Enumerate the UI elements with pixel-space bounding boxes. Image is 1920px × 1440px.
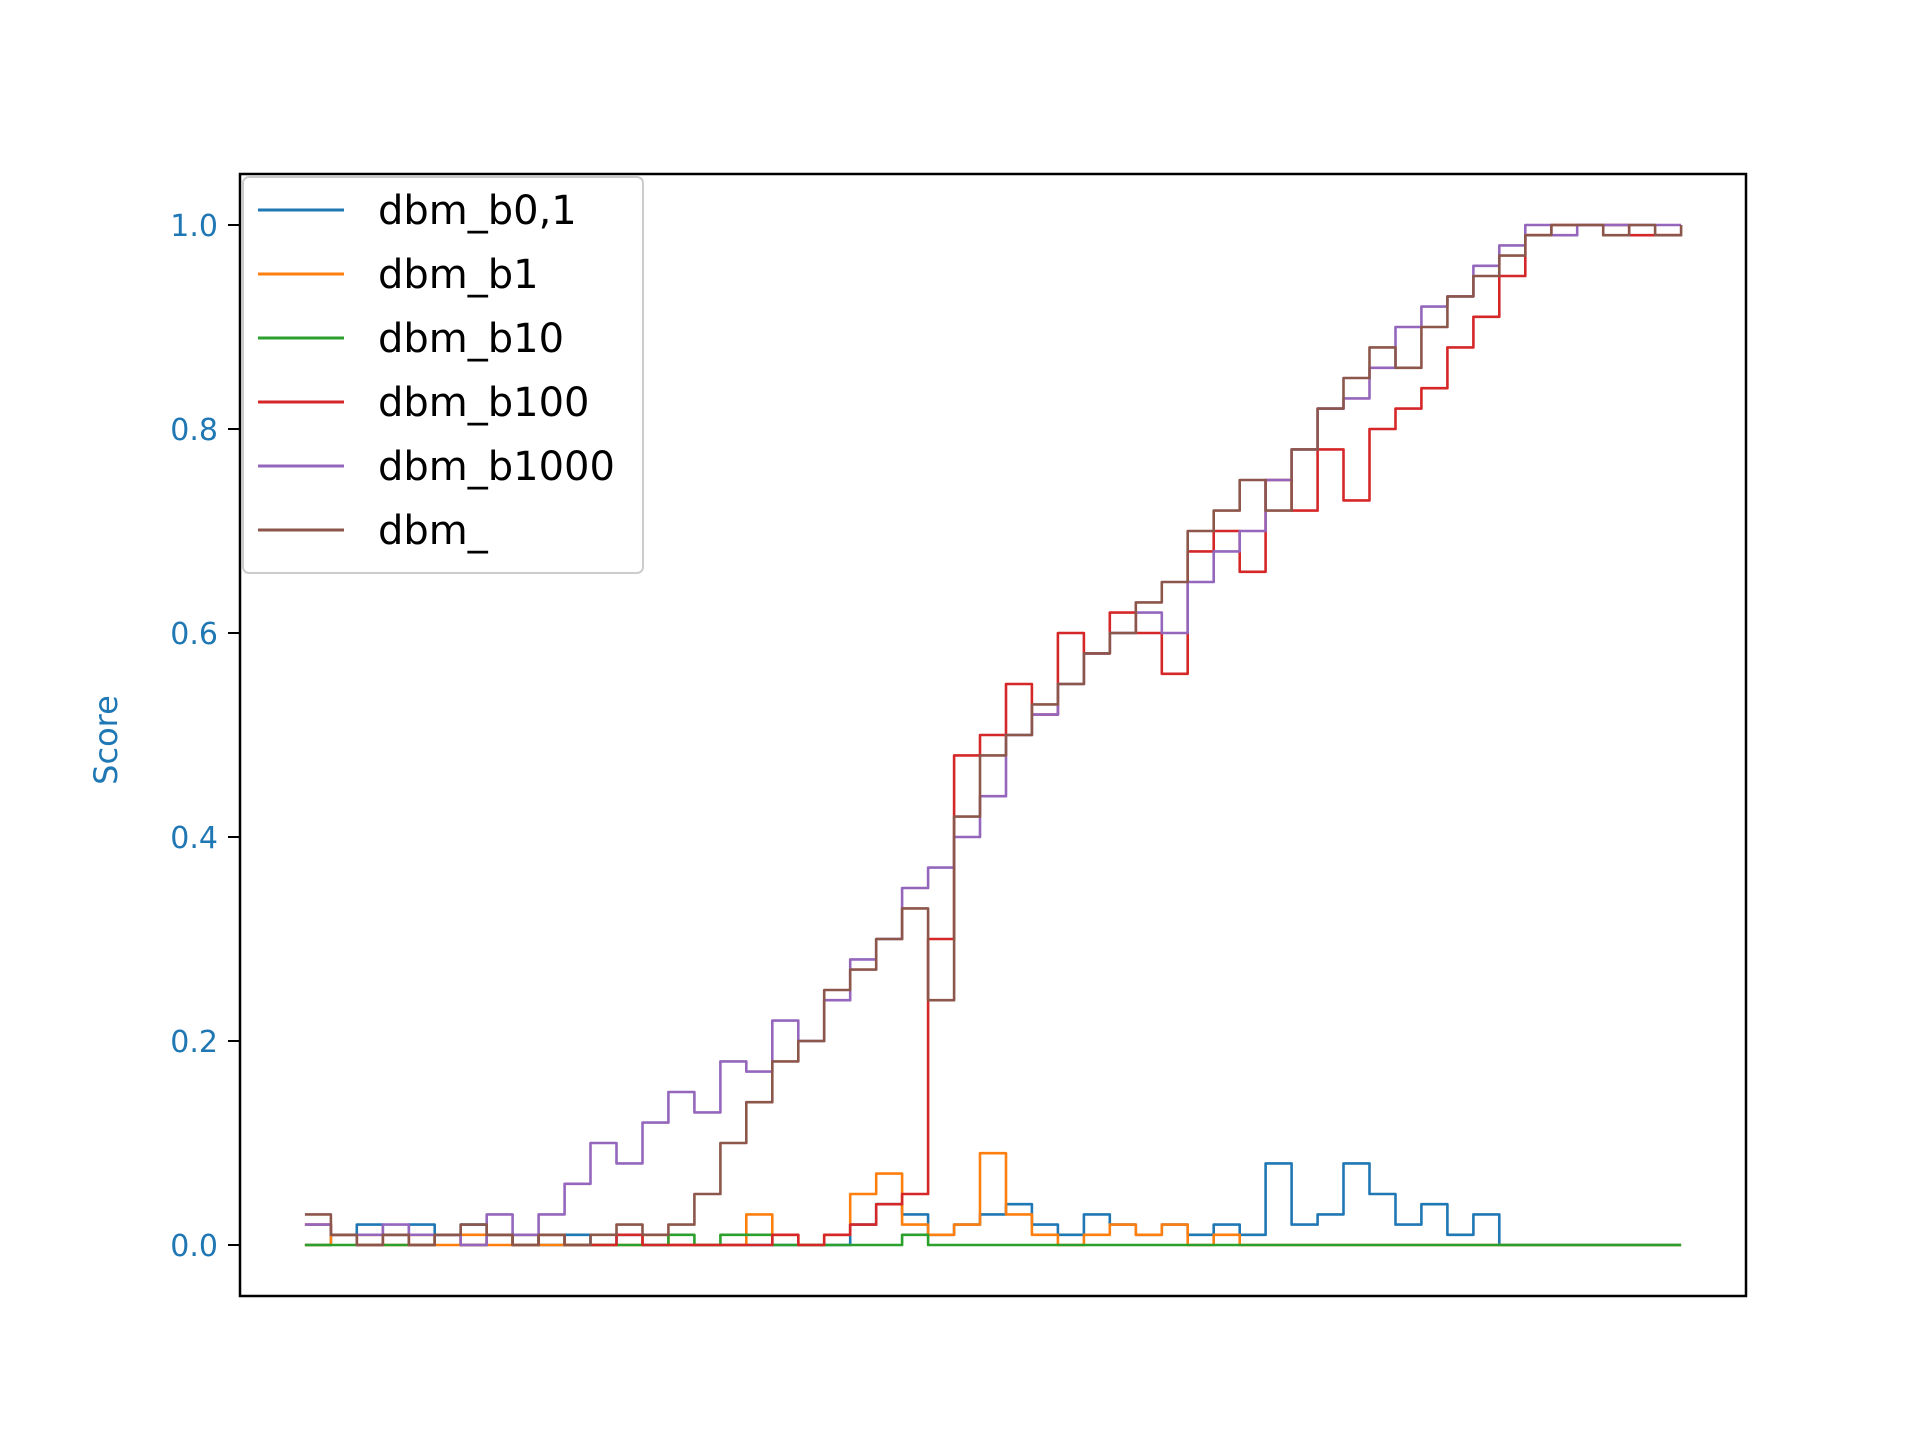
plot-frame bbox=[238, 172, 1748, 1298]
legend-frame bbox=[242, 176, 644, 574]
y-tick-label-4: 0.8 bbox=[170, 413, 218, 448]
series-line-dbm_ bbox=[304, 223, 1683, 1247]
y-tick-label-1: 0.2 bbox=[170, 1025, 218, 1060]
legend-label-dbm_b1: dbm_b1 bbox=[378, 252, 539, 298]
legend-label-dbm_b10: dbm_b10 bbox=[378, 316, 564, 362]
legend-label-dbm_b100: dbm_b100 bbox=[378, 380, 589, 426]
legend-label-dbm_: dbm_ bbox=[378, 508, 489, 554]
y-tick-label-2: 0.4 bbox=[170, 821, 218, 856]
y-tick-label-5: 1.0 bbox=[170, 209, 218, 244]
legend-entries: dbm_b0,1 dbm_b1 dbm_b10 dbm_b100 dbm_b1000db… bbox=[258, 188, 615, 554]
y-tick-label-3: 0.6 bbox=[170, 617, 218, 652]
series-layer bbox=[304, 223, 1683, 1247]
legend-label-dbm_b0,1: dbm_b0,1 bbox=[378, 188, 577, 234]
y-axis: 0.0 0.2 0.4 0.6 0.8 1.0 bbox=[170, 209, 240, 1264]
legend-label-dbm_b1000: dbm_b1000 bbox=[378, 444, 615, 490]
legend: dbm_b0,1 dbm_b1 dbm_b10 dbm_b100 dbm_b1000db… bbox=[242, 176, 644, 574]
y-axis-label: Score bbox=[87, 695, 125, 785]
y-tick-label-0: 0.0 bbox=[170, 1229, 218, 1264]
